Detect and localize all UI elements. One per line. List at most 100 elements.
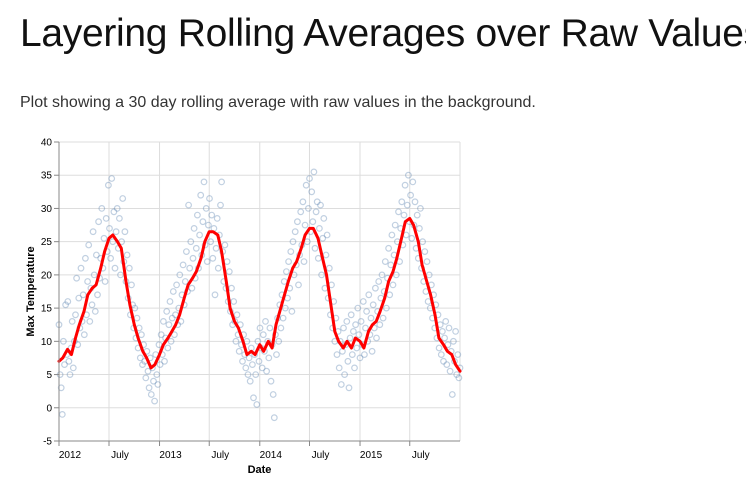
raw-value-point bbox=[345, 384, 353, 392]
raw-value-point bbox=[169, 288, 177, 295]
raw-value-point bbox=[401, 181, 409, 189]
raw-value-point bbox=[69, 364, 77, 372]
raw-value-point bbox=[305, 204, 312, 212]
raw-value-point bbox=[259, 331, 267, 339]
x-tick-label: July bbox=[412, 450, 430, 461]
raw-value-point bbox=[256, 324, 264, 332]
raw-value-point bbox=[387, 261, 395, 269]
y-tick-label: 20 bbox=[41, 270, 53, 281]
raw-value-point bbox=[100, 234, 108, 242]
raw-value-point bbox=[142, 374, 150, 382]
y-tick-label: -5 bbox=[43, 437, 52, 448]
raw-value-point bbox=[176, 271, 184, 279]
raw-value-point bbox=[400, 211, 408, 219]
raw-value-point bbox=[119, 195, 127, 202]
raw-value-point bbox=[306, 175, 313, 182]
raw-value-point bbox=[166, 298, 174, 305]
raw-value-point bbox=[66, 371, 74, 379]
rolling-average-layer bbox=[57, 216, 462, 373]
raw-value-point bbox=[252, 371, 260, 379]
raw-value-point bbox=[111, 264, 119, 272]
raw-value-point bbox=[343, 318, 351, 325]
raw-value-point bbox=[455, 374, 463, 382]
raw-value-point bbox=[64, 298, 72, 305]
raw-value-point bbox=[273, 351, 280, 359]
raw-value-point bbox=[355, 331, 363, 339]
raw-value-point bbox=[408, 234, 416, 242]
raw-value-point bbox=[318, 271, 326, 279]
raw-value-point bbox=[440, 357, 447, 365]
raw-value-point bbox=[255, 357, 263, 365]
raw-value-point bbox=[352, 321, 360, 329]
raw-value-point bbox=[168, 314, 176, 322]
raw-value-point bbox=[188, 284, 196, 292]
raw-value-point bbox=[61, 361, 68, 369]
raw-value-point bbox=[228, 284, 235, 292]
x-tick-label: July bbox=[111, 450, 129, 461]
raw-value-point bbox=[317, 201, 324, 209]
raw-value-point bbox=[448, 391, 456, 398]
raw-value-point bbox=[337, 381, 345, 388]
raw-value-point bbox=[341, 371, 349, 379]
raw-value-point bbox=[311, 244, 319, 252]
raw-value-point bbox=[106, 224, 113, 232]
raw-value-point bbox=[295, 281, 302, 289]
raw-value-point bbox=[281, 304, 289, 312]
y-axis-title: Max Temperature bbox=[25, 246, 37, 336]
raw-value-point bbox=[313, 198, 321, 206]
x-tick-label: 2014 bbox=[260, 450, 283, 461]
raw-value-point bbox=[208, 211, 216, 219]
raw-value-point bbox=[211, 291, 219, 299]
raw-value-point bbox=[372, 284, 379, 292]
raw-value-point bbox=[340, 324, 347, 332]
raw-value-point bbox=[102, 214, 110, 222]
axes: -5 0 5 10 15 20 25 30 35 40 2012 July 2013 July 2014 J… bbox=[41, 138, 460, 461]
raw-value-point bbox=[323, 231, 331, 239]
raw-value-point bbox=[151, 397, 159, 405]
raw-value-point bbox=[417, 204, 424, 212]
raw-value-point bbox=[109, 238, 117, 246]
raw-value-point bbox=[445, 324, 453, 332]
raw-value-point bbox=[235, 347, 243, 355]
raw-value-point bbox=[452, 328, 460, 335]
raw-value-point bbox=[90, 271, 98, 279]
raw-value-point bbox=[294, 218, 301, 226]
raw-value-point bbox=[101, 278, 109, 285]
raw-value-point bbox=[233, 311, 241, 319]
raw-value-point bbox=[182, 248, 190, 256]
raw-value-point bbox=[439, 328, 446, 335]
raw-value-point bbox=[209, 254, 217, 262]
raw-value-point bbox=[133, 314, 141, 322]
raw-value-point bbox=[359, 298, 367, 305]
raw-value-point bbox=[164, 344, 172, 352]
x-tick-label: 2015 bbox=[360, 450, 383, 461]
raw-value-point bbox=[263, 367, 271, 375]
raw-value-point bbox=[441, 334, 449, 342]
raw-value-point bbox=[335, 364, 343, 372]
raw-value-point bbox=[409, 178, 417, 186]
raw-value-point bbox=[192, 244, 200, 252]
raw-value-point bbox=[381, 258, 389, 266]
raw-value-point bbox=[316, 224, 323, 232]
raw-value-point bbox=[378, 271, 386, 279]
raw-value-point bbox=[369, 301, 377, 309]
raw-value-point bbox=[197, 191, 205, 199]
raw-value-point bbox=[189, 254, 197, 262]
raw-value-point bbox=[395, 208, 402, 216]
raw-value-point bbox=[407, 191, 415, 199]
raw-value-point bbox=[325, 264, 333, 272]
raw-value-point bbox=[389, 281, 397, 289]
raw-value-point bbox=[344, 357, 352, 365]
raw-value-point bbox=[72, 311, 79, 319]
raw-value-point bbox=[350, 328, 357, 335]
raw-value-point bbox=[246, 377, 254, 385]
x-tick-label: July bbox=[211, 450, 229, 461]
y-tick-label: 30 bbox=[41, 204, 53, 215]
raw-value-point bbox=[113, 204, 121, 212]
y-tick-label: 0 bbox=[46, 403, 52, 414]
raw-value-point bbox=[104, 181, 112, 189]
raw-value-point bbox=[80, 331, 88, 339]
raw-value-point bbox=[291, 228, 299, 236]
grid bbox=[58, 141, 461, 442]
raw-value-point bbox=[283, 268, 290, 276]
